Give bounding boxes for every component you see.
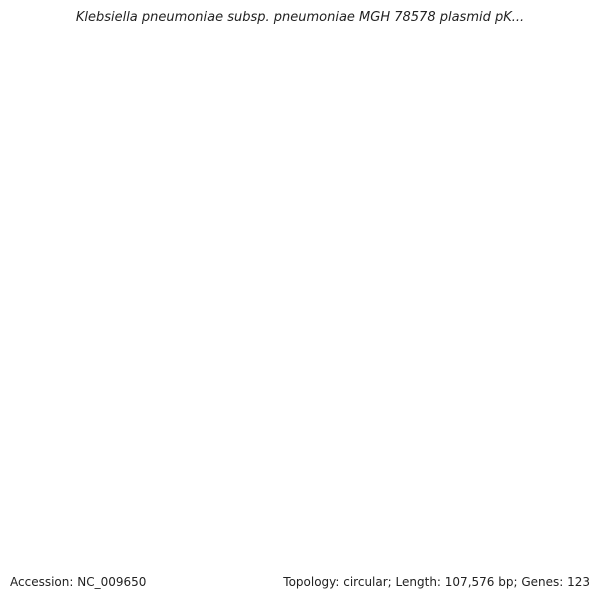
genome-summary-label: Topology: circular; Length: 107,576 bp; …: [283, 575, 590, 589]
accession-label: Accession: NC_009650: [10, 575, 147, 589]
map-title: Klebsiella pneumoniae subsp. pneumoniae …: [75, 10, 525, 25]
